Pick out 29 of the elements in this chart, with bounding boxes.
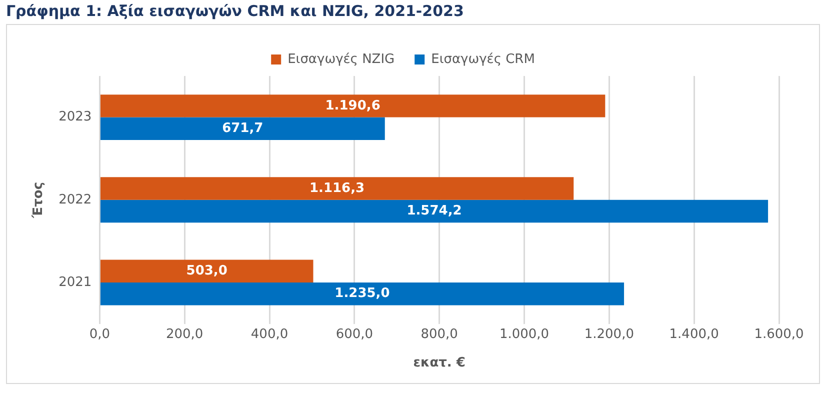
x-tick-label: 1.600,0	[754, 326, 804, 342]
x-tick-label: 1.000,0	[499, 326, 550, 342]
legend-label: Εισαγωγές NZIG	[288, 52, 395, 67]
x-tick-label: 1.400,0	[669, 326, 719, 342]
x-tick-label: 200,0	[166, 326, 204, 342]
data-label: 503,0	[186, 264, 228, 279]
chart-title: Γράφημα 1: Αξία εισαγωγών CRM και NZIG, 2021-2023	[6, 2, 464, 20]
y-axis-title: Έτος	[31, 182, 46, 219]
data-label: 1.116,3	[309, 180, 365, 196]
x-tick-label: 800,0	[420, 326, 458, 342]
x-tick-label: 1.200,0	[584, 326, 634, 342]
bar	[100, 94, 606, 118]
y-tick-label: 2022	[58, 192, 92, 208]
data-label: 1.574,2	[406, 204, 462, 219]
bar	[100, 177, 574, 200]
x-axis-title: εκατ. €	[413, 356, 466, 371]
data-label: 671,7	[222, 121, 264, 136]
bar	[100, 260, 314, 282]
y-tick-label: 2023	[58, 110, 92, 125]
bar	[100, 282, 624, 306]
x-tick-label: 600,0	[336, 326, 374, 342]
legend-label: Εισαγωγές CRM	[431, 52, 535, 67]
x-tick-label: 0,0	[89, 326, 110, 342]
data-label: 1.235,0	[334, 286, 390, 302]
data-label: 1.190,6	[325, 98, 380, 114]
x-tick-label: 400,0	[250, 326, 288, 342]
y-tick-label: 2021	[58, 274, 92, 290]
bar	[100, 200, 768, 223]
bar	[100, 117, 385, 140]
